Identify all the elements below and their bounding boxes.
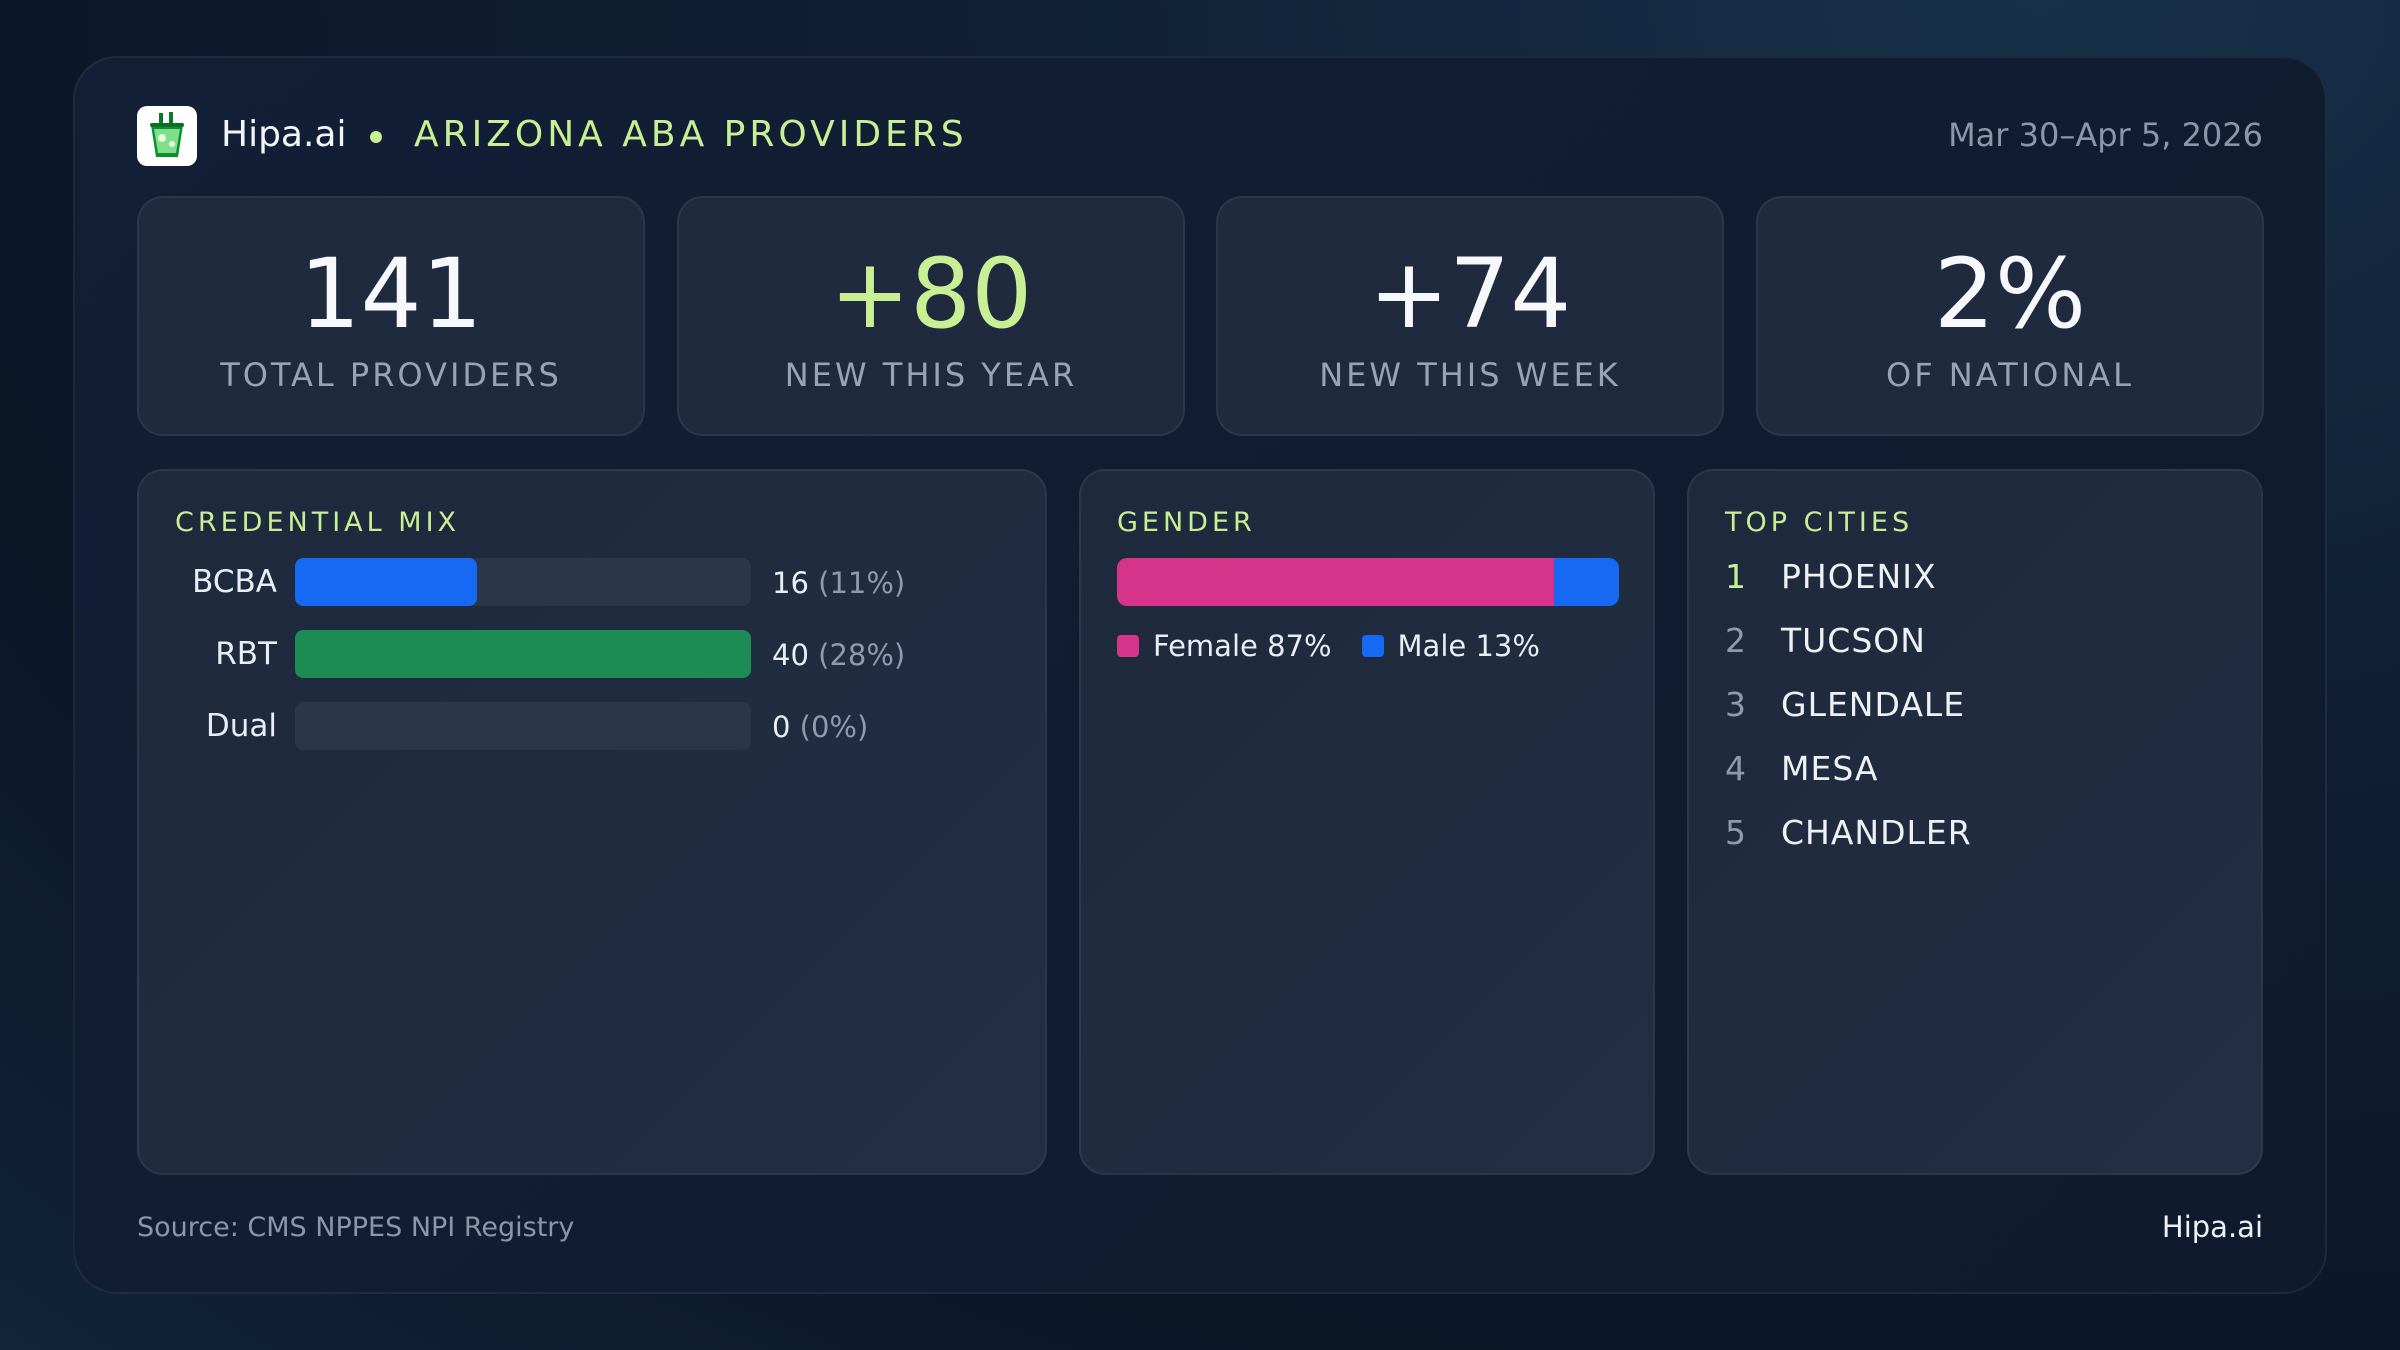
gender-legend: Female 87% Male 13% [1117, 626, 1570, 666]
gender-panel: GENDER Female 87% Male 13% [1079, 469, 1655, 1175]
city-name: PHOENIX [1781, 557, 1937, 596]
credential-count-value: 16 [772, 566, 809, 600]
credential-label: Dual [205, 708, 277, 744]
credential-bar-track [295, 702, 751, 750]
source-note: Source: CMS NPPES NPI Registry [137, 1212, 575, 1243]
credential-bar-track [295, 558, 751, 606]
stat-card-new-this-week: +74 NEW THIS WEEK [1216, 196, 1724, 436]
credential-mix-panel: CREDENTIAL MIX BCBA 16 (11%) RBT 40 (28%… [137, 469, 1047, 1175]
credential-label: RBT [215, 636, 277, 672]
stat-label: NEW THIS YEAR [784, 356, 1078, 394]
cup-icon [137, 106, 197, 166]
credential-row-dual: Dual 0 (0%) [139, 702, 1045, 750]
stat-label: TOTAL PROVIDERS [220, 356, 562, 394]
footer-brand: Hipa.ai [2161, 1210, 2263, 1244]
gender-bar-male [1553, 558, 1619, 606]
legend-swatch-male [1361, 635, 1384, 657]
date-range: Mar 30–Apr 5, 2026 [1948, 116, 2263, 154]
credential-count-value: 0 [772, 710, 791, 744]
credential-count: 0 (0%) [772, 710, 868, 744]
header: Hipa.ai ARIZONA ABA PROVIDERS Mar 30–Apr… [137, 104, 2263, 168]
legend-label-female: Female 87% [1153, 629, 1332, 663]
top-cities-panel: TOP CITIES 1 PHOENIX 2 TUCSON 3 GLENDALE… [1687, 469, 2263, 1175]
legend-item-male: Male 13% [1361, 629, 1540, 663]
city-rank: 2 [1725, 621, 1746, 660]
gender-bar [1117, 558, 1619, 606]
separator-dot [370, 131, 382, 143]
credential-count: 16 (11%) [772, 566, 905, 600]
city-name: GLENDALE [1781, 685, 1966, 724]
credential-bar-track [295, 630, 751, 678]
credential-bar-fill [295, 630, 751, 678]
credential-percent: (0%) [799, 710, 869, 744]
credential-bar-fill [295, 558, 478, 606]
stat-label: NEW THIS WEEK [1319, 356, 1621, 394]
stat-card-new-this-year: +80 NEW THIS YEAR [677, 196, 1185, 436]
credential-label: BCBA [192, 564, 277, 600]
city-rank: 5 [1725, 813, 1746, 852]
credential-row-rbt: RBT 40 (28%) [139, 630, 1045, 678]
stat-value: 2% [1933, 238, 2087, 350]
stat-value: 141 [299, 238, 483, 350]
stat-value: +80 [829, 238, 1033, 350]
city-name: CHANDLER [1781, 813, 1972, 852]
stat-value: +74 [1368, 238, 1572, 350]
brand-name: Hipa.ai [221, 114, 347, 155]
stat-label: OF NATIONAL [1886, 356, 2134, 394]
panel-title: TOP CITIES [1725, 507, 1914, 538]
credential-count-value: 40 [772, 638, 809, 672]
credential-count: 40 (28%) [772, 638, 905, 672]
city-rank: 1 [1725, 557, 1746, 596]
stat-card-total-providers: 141 TOTAL PROVIDERS [137, 196, 645, 436]
panel-title: CREDENTIAL MIX [175, 507, 461, 538]
legend-swatch-female [1117, 635, 1139, 657]
city-name: MESA [1781, 749, 1879, 788]
credential-percent: (28%) [818, 638, 906, 672]
panel-title: GENDER [1117, 507, 1256, 538]
credential-percent: (11%) [818, 566, 906, 600]
page-title: ARIZONA ABA PROVIDERS [414, 114, 968, 155]
legend-item-female: Female 87% [1117, 629, 1332, 663]
city-rank: 4 [1725, 749, 1746, 788]
gender-bar-female [1117, 558, 1554, 606]
legend-label-male: Male 13% [1397, 629, 1540, 663]
credential-row-bcba: BCBA 16 (11%) [139, 558, 1045, 606]
city-rank: 3 [1725, 685, 1746, 724]
stat-card-of-national: 2% OF NATIONAL [1756, 196, 2264, 436]
city-name: TUCSON [1781, 621, 1926, 660]
